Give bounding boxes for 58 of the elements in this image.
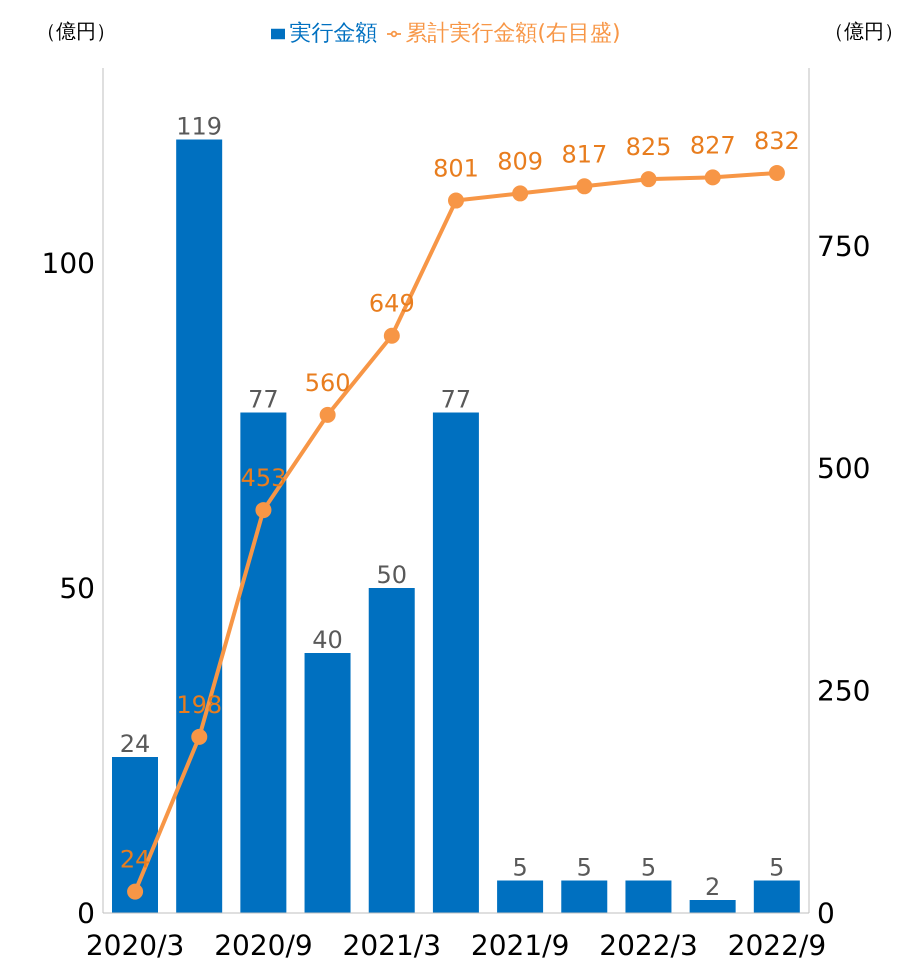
- y2-tick-label: 0: [817, 896, 835, 930]
- bar: [368, 588, 415, 913]
- data-label: 832: [754, 126, 800, 155]
- y2-axis-title: （億円）: [824, 18, 904, 45]
- bar: [304, 653, 351, 913]
- y-tick-label: 100: [42, 246, 95, 280]
- data-label: 77: [440, 386, 472, 414]
- data-label: 560: [304, 368, 351, 397]
- data-label: 119: [176, 112, 222, 140]
- data-label: 5: [512, 854, 528, 882]
- data-label: 817: [561, 140, 608, 168]
- point: [191, 728, 208, 745]
- x-tick-label: 2022/3: [599, 928, 698, 962]
- bar: [112, 757, 158, 913]
- point: [127, 884, 144, 900]
- point: [576, 178, 592, 194]
- bar: [625, 880, 672, 913]
- bar: [240, 412, 286, 913]
- bar: [754, 880, 800, 913]
- x-tick-label: 2021/9: [470, 928, 570, 962]
- bar: [561, 880, 608, 913]
- y-tick-label: 0: [77, 896, 95, 930]
- y2-tick-label: 750: [817, 230, 870, 263]
- data-label: 825: [626, 133, 672, 162]
- point: [512, 185, 528, 202]
- bar: [432, 412, 479, 913]
- data-label: 453: [240, 464, 286, 492]
- y-axis-title: （億円）: [36, 18, 116, 45]
- data-label: 801: [433, 154, 479, 183]
- data-label: 40: [312, 626, 343, 654]
- bar: [176, 140, 222, 913]
- x-tick-label: 2020/3: [86, 928, 184, 962]
- data-label: 24: [120, 730, 150, 758]
- x-tick-label: 2021/3: [342, 928, 442, 962]
- data-label: 5: [640, 854, 656, 882]
- point: [320, 406, 336, 423]
- data-label: 5: [769, 854, 784, 882]
- y-tick-label: 50: [59, 572, 95, 605]
- legend-label: 累計実行金額(右目盛): [405, 21, 621, 46]
- data-label: 827: [690, 131, 736, 160]
- x-tick-label: 2022/9: [728, 928, 826, 962]
- bar: [690, 900, 736, 913]
- point: [384, 328, 400, 344]
- y2-tick-label: 500: [817, 452, 870, 486]
- data-label: 5: [576, 854, 592, 882]
- data-label: 809: [497, 147, 544, 176]
- point: [640, 171, 657, 188]
- data-label: 2: [704, 873, 720, 901]
- point: [448, 192, 464, 209]
- x-tick-label: 2020/9: [214, 928, 313, 962]
- legend-label: 実行金額: [289, 21, 378, 46]
- bar: [497, 880, 544, 913]
- point: [768, 164, 785, 181]
- data-label: 50: [376, 561, 407, 589]
- y2-tick-label: 250: [817, 674, 870, 708]
- point: [704, 169, 721, 186]
- point: [255, 502, 272, 518]
- data-label: 77: [248, 386, 279, 414]
